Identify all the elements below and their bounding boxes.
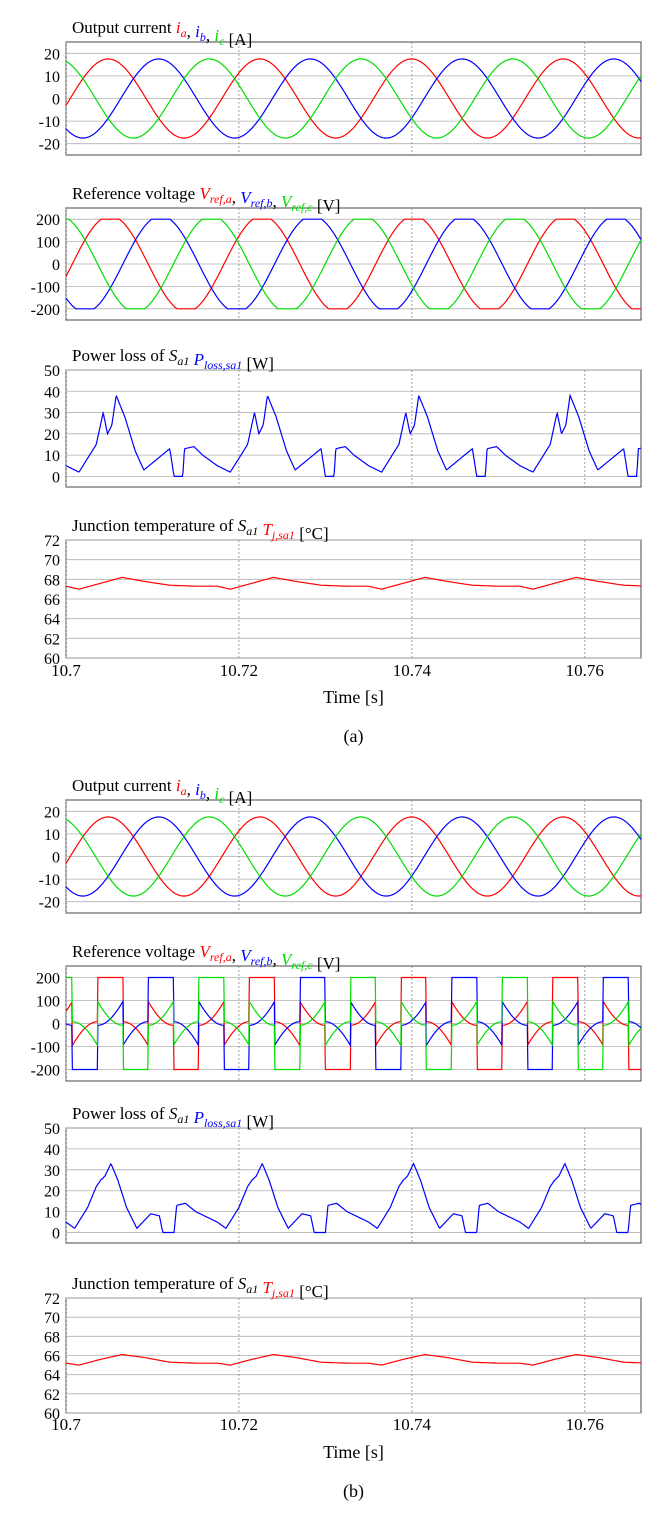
- fig1-panel3: 60 62 64 66 68 70 72: [44, 1291, 642, 1423]
- y-tick-label: 64: [44, 1368, 60, 1385]
- y-tick-label: 30: [44, 1163, 60, 1180]
- fig0-panel0: -20 -10 0 10 20: [39, 41, 642, 156]
- plot-frame: [65, 369, 642, 488]
- y-tick-label: 66: [44, 1349, 60, 1366]
- y-tick-label: 30: [44, 406, 60, 423]
- series-P_loss,sa1: [65, 393, 642, 477]
- series-T_j,sa1: [65, 576, 641, 590]
- x-axis-label: Time [s]: [323, 687, 384, 707]
- y-tick-label: -200: [31, 302, 60, 319]
- y-tick-label: 72: [44, 1291, 60, 1308]
- x-tick-label: 10.7: [51, 1415, 81, 1434]
- series-V_ref,c: [66, 976, 642, 1071]
- y-tick-label: 50: [44, 363, 60, 380]
- x-axis-label: Time [s]: [323, 1442, 384, 1462]
- y-tick-label: 200: [36, 971, 60, 988]
- y-tick-label: -100: [31, 279, 60, 296]
- y-tick-label: 40: [44, 384, 60, 401]
- panel-title: Reference voltage Vref,a, Vref,b, Vref,c…: [72, 184, 340, 215]
- x-tick-label: 10.7: [51, 661, 81, 680]
- y-tick-label: 70: [44, 553, 60, 570]
- series-i_a: [65, 58, 642, 139]
- y-tick-label: 20: [44, 427, 60, 444]
- panel-title: Power loss of Sa1 Ploss,sa1 [W]: [72, 346, 274, 373]
- x-tick-label: 10.76: [566, 1415, 604, 1434]
- y-tick-label: -100: [31, 1040, 60, 1057]
- y-tick-label: 66: [44, 592, 60, 609]
- series-i_c: [65, 816, 642, 897]
- x-tick-label: 10.76: [566, 661, 604, 680]
- series-i_b: [65, 816, 642, 897]
- y-tick-label: 40: [44, 1142, 60, 1159]
- y-tick-label: 0: [52, 92, 60, 109]
- figure-caption: (a): [344, 726, 364, 747]
- y-tick-label: -200: [31, 1063, 60, 1080]
- x-tick-label: 10.74: [393, 661, 432, 680]
- panel-title: Output current ia, ib, ic [A]: [72, 776, 252, 807]
- y-tick-label: 100: [36, 994, 60, 1011]
- y-tick-label: 60: [44, 1406, 60, 1423]
- y-tick-label: 50: [44, 1121, 60, 1138]
- fig1-panel1: -200 -100 0 100 200: [31, 965, 642, 1082]
- y-tick-label: 0: [52, 850, 60, 867]
- series-V_ref,b: [65, 976, 642, 1071]
- y-tick-label: 20: [44, 46, 60, 63]
- y-tick-label: 0: [52, 469, 60, 486]
- y-tick-label: 64: [44, 612, 60, 629]
- panel-title: Junction temperature of Sa1 Tj,sa1 [°C]: [72, 516, 329, 543]
- series-V_ref,b: [65, 218, 642, 310]
- series-V_ref,a: [65, 976, 641, 1071]
- y-tick-label: 62: [44, 1387, 60, 1404]
- y-tick-label: 10: [44, 448, 60, 465]
- panel-title: Power loss of Sa1 Ploss,sa1 [W]: [72, 1104, 274, 1131]
- y-tick-label: -10: [39, 872, 60, 889]
- y-tick-label: 10: [44, 1205, 60, 1222]
- panel-title: Reference voltage Vref,a, Vref,b, Vref,c…: [72, 942, 340, 973]
- series-i_b: [65, 58, 642, 139]
- y-tick-label: -10: [39, 114, 60, 131]
- y-tick-label: 0: [52, 1017, 60, 1034]
- y-tick-label: 10: [44, 827, 60, 844]
- y-tick-label: 20: [44, 804, 60, 821]
- fig1-panel2: 0 10 20 30 40 50: [44, 1121, 642, 1244]
- x-tick-label: 10.72: [220, 1415, 258, 1434]
- y-tick-label: 68: [44, 1329, 60, 1346]
- x-tick-label: 10.74: [393, 1415, 432, 1434]
- y-tick-label: 200: [36, 212, 60, 229]
- fig0-panel3: 60 62 64 66 68 70 72: [44, 533, 642, 668]
- series-P_loss,sa1: [65, 1162, 642, 1234]
- plot-frame: [65, 1127, 642, 1244]
- fig0-panel1: -200 -100 0 100 200: [31, 207, 642, 321]
- figure-caption: (b): [343, 1481, 364, 1502]
- fig0-panel2: 0 10 20 30 40 50: [44, 363, 642, 488]
- series-V_ref,c: [66, 218, 642, 310]
- y-tick-label: 100: [36, 235, 60, 252]
- y-tick-label: 0: [52, 257, 60, 274]
- series-i_a: [65, 816, 642, 897]
- y-tick-label: 62: [44, 631, 60, 648]
- y-tick-label: 0: [52, 1226, 60, 1243]
- y-tick-label: -20: [39, 895, 60, 912]
- y-tick-label: 70: [44, 1310, 60, 1327]
- y-tick-label: 20: [44, 1184, 60, 1201]
- y-tick-label: 68: [44, 572, 60, 589]
- series-i_c: [65, 58, 642, 139]
- y-tick-label: 60: [44, 651, 60, 668]
- series-V_ref,a: [65, 218, 641, 310]
- y-tick-label: 10: [44, 69, 60, 86]
- x-tick-label: 10.72: [220, 661, 258, 680]
- panel-title: Output current ia, ib, ic [A]: [72, 18, 252, 49]
- panel-title: Junction temperature of Sa1 Tj,sa1 [°C]: [72, 1274, 329, 1301]
- y-tick-label: -20: [39, 137, 60, 154]
- fig1-panel0: -20 -10 0 10 20: [39, 799, 642, 914]
- y-tick-label: 72: [44, 533, 60, 550]
- series-T_j,sa1: [65, 1353, 641, 1366]
